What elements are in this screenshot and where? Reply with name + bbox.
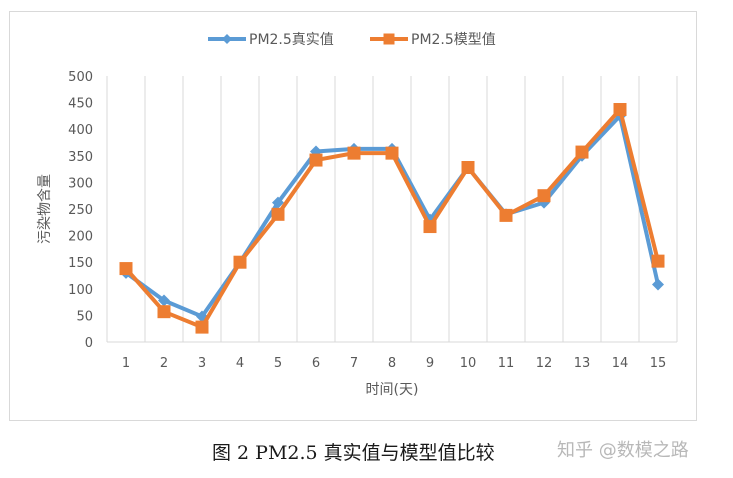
x-tick-label: 7 xyxy=(350,356,358,371)
x-axis-title: 时间(天) xyxy=(366,382,419,398)
square-marker-icon xyxy=(383,33,395,45)
diamond-marker xyxy=(272,196,284,209)
square-marker xyxy=(613,103,627,117)
square-marker xyxy=(651,254,665,268)
x-tick-label: 14 xyxy=(612,356,629,371)
x-tick-label: 15 xyxy=(650,356,667,371)
figure-caption: 图 2 PM2.5 真实值与模型值比较 xyxy=(212,442,495,464)
x-tick-label: 13 xyxy=(574,356,591,371)
x-axis-ticks: 1 2 3 4 5 6 7 8 9 10 11 12 13 14 15 xyxy=(122,356,666,371)
y-tick-label: 500 xyxy=(68,70,93,85)
square-marker xyxy=(157,305,171,319)
chart-frame: PM2.5真实值 PM2.5模型值 0 50 100 150 200 250 300 350 40… xyxy=(9,11,697,421)
square-marker xyxy=(499,208,513,222)
square-marker xyxy=(347,146,361,160)
y-tick-label: 200 xyxy=(68,230,93,245)
x-tick-label: 6 xyxy=(312,356,320,371)
series-layer xyxy=(119,103,665,334)
square-marker xyxy=(537,189,551,203)
y-axis-ticks: 0 50 100 150 200 250 300 350 400 450 500 xyxy=(68,70,93,351)
legend: PM2.5真实值 PM2.5模型值 xyxy=(208,32,496,48)
series-real xyxy=(120,109,664,323)
y-axis-title: 污染物含量 xyxy=(37,174,53,244)
x-tick-label: 3 xyxy=(198,356,206,371)
square-marker xyxy=(233,255,247,269)
y-tick-label: 100 xyxy=(68,283,93,298)
square-marker xyxy=(271,207,285,221)
x-tick-label: 9 xyxy=(426,356,434,371)
legend-label: PM2.5真实值 xyxy=(249,32,334,48)
diamond-marker-icon xyxy=(222,34,232,44)
diamond-marker xyxy=(652,278,664,291)
x-tick-label: 2 xyxy=(160,356,168,371)
y-tick-label: 450 xyxy=(68,97,93,112)
square-marker xyxy=(575,145,589,159)
y-tick-label: 150 xyxy=(68,256,93,271)
square-marker xyxy=(309,153,323,167)
x-tick-label: 12 xyxy=(536,356,553,371)
gridlines xyxy=(106,76,678,343)
square-marker xyxy=(461,161,475,175)
y-tick-label: 0 xyxy=(85,336,93,351)
square-marker xyxy=(423,220,437,234)
diamond-marker xyxy=(158,294,170,307)
square-marker xyxy=(195,320,209,334)
series-model xyxy=(119,103,665,334)
x-tick-label: 8 xyxy=(388,356,396,371)
x-tick-label: 1 xyxy=(122,356,130,371)
y-tick-label: 350 xyxy=(68,150,93,165)
legend-label: PM2.5模型值 xyxy=(411,32,496,48)
y-tick-label: 400 xyxy=(68,123,93,138)
x-tick-label: 5 xyxy=(274,356,282,371)
y-tick-label: 50 xyxy=(76,309,93,324)
line-chart: PM2.5真实值 PM2.5模型值 05010015020025030035040… xyxy=(37,32,678,398)
y-tick-label: 250 xyxy=(68,203,93,218)
x-tick-label: 10 xyxy=(460,356,477,371)
legend-item-real: PM2.5真实值 xyxy=(208,32,334,48)
x-tick-label: 4 xyxy=(236,356,244,371)
series-line xyxy=(124,107,660,330)
y-tick-label: 300 xyxy=(68,176,93,191)
square-marker xyxy=(385,146,399,160)
legend-item-model: PM2.5模型值 xyxy=(370,32,496,48)
watermark: 知乎 @数模之路 xyxy=(557,440,689,461)
square-marker xyxy=(119,262,133,276)
x-tick-label: 11 xyxy=(498,356,515,371)
